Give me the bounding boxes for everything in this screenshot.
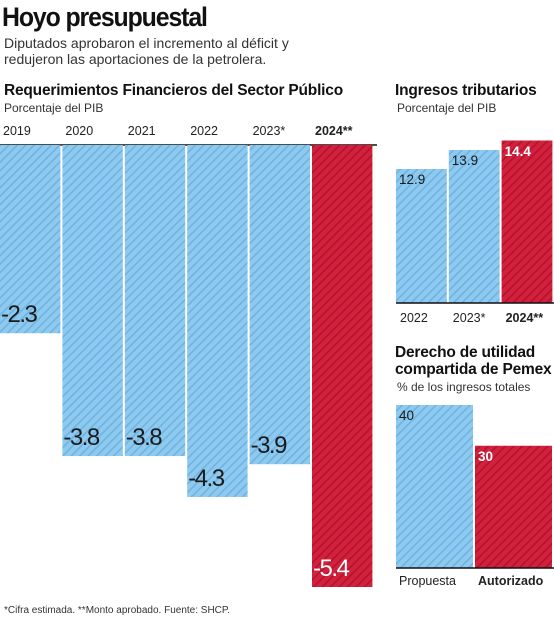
chart2-tick-2: 2024** (505, 311, 544, 325)
footnote: *Cifra estimada. **Monto aprobado. Fuent… (4, 605, 231, 616)
chart1-bar-1 (62, 145, 123, 457)
chart1-bar-5 (312, 145, 373, 587)
chart1-value-4: -3.9 (250, 432, 288, 460)
chart1-bar-4 (249, 145, 310, 465)
chart2-value-0: 12.9 (399, 172, 426, 187)
chart2-value-1: 13.9 (451, 153, 479, 168)
chart2-value-2: 14.4 (504, 143, 531, 159)
chart2-bar-2 (501, 140, 553, 303)
chart1-tick-3: 2022 (190, 124, 218, 138)
chart2-tick-1: 2023* (452, 311, 486, 325)
chart3-value-1: 30 (478, 448, 494, 464)
chart2-title: Ingresos tributarios (395, 82, 537, 99)
chart1-bar-2 (124, 145, 186, 457)
chart1-tick-2: 2021 (127, 124, 156, 138)
chart1-value-5: -5.4 (313, 555, 350, 582)
chart1-tick-5: 2024** (315, 124, 353, 138)
chart1-value-0: -2.3 (1, 301, 38, 329)
page-title: Hoyo presupuestal (2, 2, 208, 32)
chart2-tick-0: 2022 (400, 311, 428, 325)
chart1-value-3: -4.3 (188, 464, 225, 492)
chart1-tick-4: 2023* (252, 124, 286, 138)
chart1-subtitle: Porcentaje del PIB (4, 101, 104, 115)
chart1-bar-3 (187, 145, 248, 497)
chart2-bar-1 (448, 150, 500, 303)
chart3-subtitle: % de los ingresos totales (397, 380, 531, 394)
chart1-tick-0: 2019 (3, 124, 31, 138)
chart3-tick-0: Propuesta (399, 574, 456, 588)
chart3-bar-1 (475, 445, 552, 568)
chart3-bar-0 (396, 405, 473, 568)
chart1-value-2: -3.8 (125, 424, 163, 452)
chart1-bar-0 (0, 145, 61, 334)
chart3-value-0: 40 (399, 408, 415, 423)
page-subtitle: Diputados aprobaron el incremento al déf… (4, 35, 289, 67)
chart2-subtitle: Porcentaje del PIB (397, 101, 497, 115)
chart2-bar-0 (396, 169, 447, 303)
chart1-tick-1: 2020 (65, 124, 94, 138)
chart3-tick-1: Autorizado (478, 574, 544, 588)
chart1-value-1: -3.8 (63, 424, 100, 452)
chart1-title: Requerimientos Financieros del Sector Pú… (4, 82, 343, 99)
chart3-title: Derecho de utilidad compartida de Pemex (395, 344, 552, 378)
